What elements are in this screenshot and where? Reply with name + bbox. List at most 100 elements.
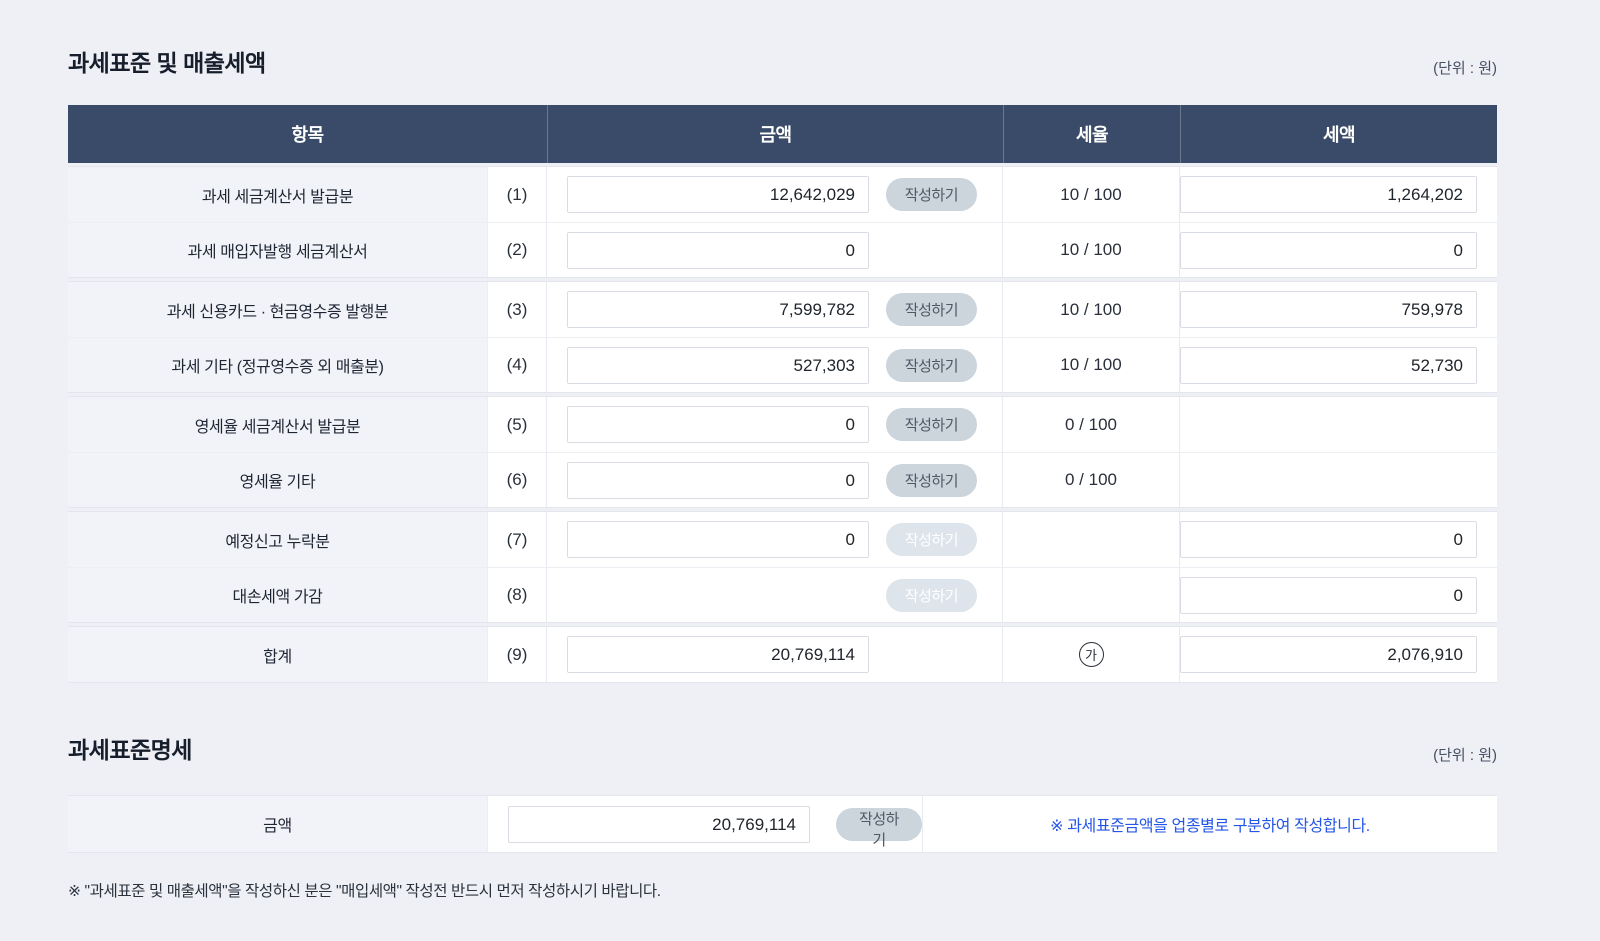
row2-tax-input[interactable] bbox=[1180, 232, 1477, 269]
row7-write-button-disabled: 작성하기 bbox=[885, 523, 977, 556]
row1-tax-cell bbox=[1180, 167, 1497, 222]
table-row-2: 과세 매입자발행 세금계산서 (2) 10 / 100 bbox=[68, 222, 1497, 277]
row6-amount-input[interactable] bbox=[567, 462, 869, 499]
row9-number: (9) bbox=[488, 627, 547, 682]
row3-item-label: 과세 신용카드 · 현금영수증 발행분 bbox=[68, 282, 488, 337]
row7-amount-input[interactable] bbox=[567, 521, 869, 558]
column-header-item: 항목 bbox=[291, 125, 324, 145]
row6-number: (6) bbox=[488, 453, 547, 507]
table-row-7: 예정신고 누락분 (7) 작성하기 bbox=[68, 512, 1497, 567]
row9-rate-cell: 가 bbox=[1003, 627, 1180, 682]
row2-item-label: 과세 매입자발행 세금계산서 bbox=[68, 223, 488, 277]
row8-write-button-disabled: 작성하기 bbox=[885, 579, 977, 612]
row8-item-label: 대손세액 가감 bbox=[68, 568, 488, 622]
row2-amount-cell bbox=[547, 223, 1003, 277]
row3-rate: 10 / 100 bbox=[1003, 282, 1180, 337]
row8-number: (8) bbox=[488, 568, 547, 622]
row-group-1: 과세 세금계산서 발급분 (1) 작성하기 10 / 100 과세 매입자발행 … bbox=[68, 166, 1497, 278]
detail-amount-cell: 작성하기 bbox=[488, 796, 923, 852]
section1-title: 과세표준 및 매출세액 bbox=[68, 50, 266, 76]
row4-tax-input[interactable] bbox=[1180, 347, 1477, 384]
row4-rate: 10 / 100 bbox=[1003, 338, 1180, 392]
table-row-5: 영세율 세금계산서 발급분 (5) 작성하기 0 / 100 bbox=[68, 397, 1497, 452]
detail-note: ※ 과세표준금액을 업종별로 구분하여 작성합니다. bbox=[1050, 818, 1370, 835]
row7-tax-input[interactable] bbox=[1180, 521, 1477, 558]
section1-unit-label: (단위 : 원) bbox=[1433, 60, 1497, 77]
row9-tax-input[interactable] bbox=[1180, 636, 1477, 673]
row9-item-label: 합계 bbox=[68, 627, 488, 682]
row6-rate: 0 / 100 bbox=[1003, 453, 1180, 507]
detail-amount-input[interactable] bbox=[508, 806, 810, 843]
table-row-4: 과세 기타 (정규영수증 외 매출분) (4) 작성하기 10 / 100 bbox=[68, 337, 1497, 392]
table-row-6: 영세율 기타 (6) 작성하기 0 / 100 bbox=[68, 452, 1497, 507]
section1-heading: 과세표준 및 매출세액 (단위 : 원) bbox=[68, 44, 1497, 78]
row2-tax-cell bbox=[1180, 223, 1497, 277]
row1-tax-input[interactable] bbox=[1180, 176, 1477, 213]
section2-title: 과세표준명세 bbox=[68, 737, 192, 763]
row6-tax-cell bbox=[1180, 453, 1497, 507]
row5-amount-cell: 작성하기 bbox=[547, 397, 1003, 452]
row1-number: (1) bbox=[488, 167, 547, 222]
row9-amount-input[interactable] bbox=[567, 636, 869, 673]
row6-amount-cell: 작성하기 bbox=[547, 453, 1003, 507]
row7-number: (7) bbox=[488, 512, 547, 567]
row7-tax-cell bbox=[1180, 512, 1497, 567]
section2-heading: 과세표준명세 (단위 : 원) bbox=[68, 731, 1497, 765]
row8-rate bbox=[1003, 568, 1180, 622]
row7-item-label: 예정신고 누락분 bbox=[68, 512, 488, 567]
table-header-row: 항목 금액 세율 세액 bbox=[68, 105, 1497, 163]
row5-item-label: 영세율 세금계산서 발급분 bbox=[68, 397, 488, 452]
row6-write-button[interactable]: 작성하기 bbox=[885, 464, 977, 497]
table-row-9-total: 합계 (9) 가 bbox=[68, 627, 1497, 682]
row3-amount-cell: 작성하기 bbox=[547, 282, 1003, 337]
row2-rate: 10 / 100 bbox=[1003, 223, 1180, 277]
row8-amount-cell: 작성하기 bbox=[547, 568, 1003, 622]
row4-amount-cell: 작성하기 bbox=[547, 338, 1003, 392]
row-group-3: 영세율 세금계산서 발급분 (5) 작성하기 0 / 100 영세율 기타 (6… bbox=[68, 396, 1497, 508]
row2-number: (2) bbox=[488, 223, 547, 277]
row5-write-button[interactable]: 작성하기 bbox=[885, 408, 977, 441]
row4-item-label: 과세 기타 (정규영수증 외 매출분) bbox=[68, 338, 488, 392]
detail-amount-label: 금액 bbox=[68, 796, 488, 852]
row5-rate: 0 / 100 bbox=[1003, 397, 1180, 452]
row3-amount-input[interactable] bbox=[567, 291, 869, 328]
row6-item-label: 영세율 기타 bbox=[68, 453, 488, 507]
row1-write-button[interactable]: 작성하기 bbox=[885, 178, 977, 211]
row7-rate bbox=[1003, 512, 1180, 567]
row4-tax-cell bbox=[1180, 338, 1497, 392]
table-row-8: 대손세액 가감 (8) 작성하기 bbox=[68, 567, 1497, 622]
row3-tax-cell bbox=[1180, 282, 1497, 337]
row5-number: (5) bbox=[488, 397, 547, 452]
row9-tax-cell bbox=[1180, 627, 1497, 682]
row8-tax-input[interactable] bbox=[1180, 577, 1477, 614]
row4-number: (4) bbox=[488, 338, 547, 392]
column-header-tax: 세액 bbox=[1180, 105, 1497, 163]
section2-unit-label: (단위 : 원) bbox=[1433, 747, 1497, 764]
row-group-2: 과세 신용카드 · 현금영수증 발행분 (3) 작성하기 10 / 100 과세… bbox=[68, 281, 1497, 393]
row3-number: (3) bbox=[488, 282, 547, 337]
row5-tax-cell bbox=[1180, 397, 1497, 452]
row9-amount-cell bbox=[547, 627, 1003, 682]
column-header-amount: 금액 bbox=[547, 105, 1003, 163]
table-row-1: 과세 세금계산서 발급분 (1) 작성하기 10 / 100 bbox=[68, 167, 1497, 222]
circled-ga-mark: 가 bbox=[1078, 642, 1104, 667]
tax-base-detail-table: 금액 작성하기 ※ 과세표준금액을 업종별로 구분하여 작성합니다. bbox=[68, 795, 1497, 853]
row2-amount-input[interactable] bbox=[567, 232, 869, 269]
detail-write-button[interactable]: 작성하기 bbox=[836, 808, 922, 849]
row8-tax-cell bbox=[1180, 568, 1497, 622]
row5-amount-input[interactable] bbox=[567, 406, 869, 443]
tax-base-sales-table: 항목 금액 세율 세액 과세 세금계산서 발급분 (1) 작성하기 10 / 1… bbox=[68, 105, 1497, 683]
row-group-4: 예정신고 누락분 (7) 작성하기 대손세액 가감 (8) 작성하기 bbox=[68, 511, 1497, 623]
row7-amount-cell: 작성하기 bbox=[547, 512, 1003, 567]
column-header-rate: 세율 bbox=[1003, 105, 1180, 163]
row3-write-button[interactable]: 작성하기 bbox=[885, 293, 977, 326]
row1-item-label: 과세 세금계산서 발급분 bbox=[68, 167, 488, 222]
row1-rate: 10 / 100 bbox=[1003, 167, 1180, 222]
row3-tax-input[interactable] bbox=[1180, 291, 1477, 328]
row-group-total: 합계 (9) 가 bbox=[68, 626, 1497, 683]
row1-amount-input[interactable] bbox=[567, 176, 869, 213]
row4-write-button[interactable]: 작성하기 bbox=[885, 349, 977, 382]
table-row-3: 과세 신용카드 · 현금영수증 발행분 (3) 작성하기 10 / 100 bbox=[68, 282, 1497, 337]
row4-amount-input[interactable] bbox=[567, 347, 869, 384]
